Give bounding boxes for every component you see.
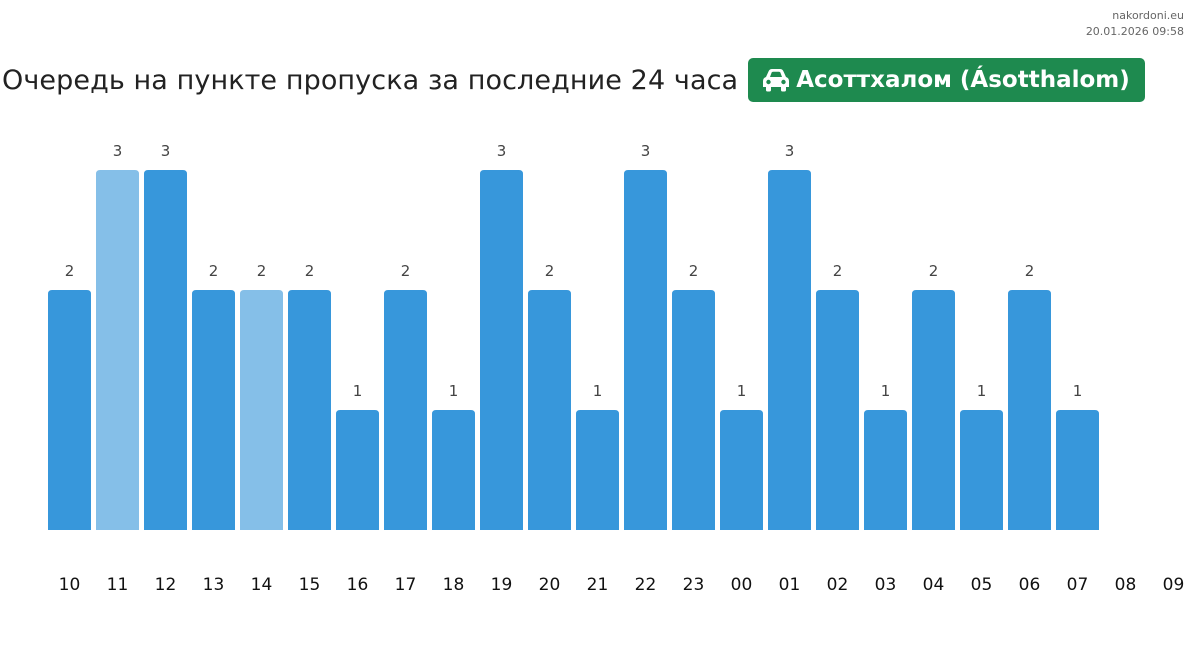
bar-value-label: 1 xyxy=(737,382,747,400)
x-tick-label: 22 xyxy=(635,575,657,595)
bar-value-label: 3 xyxy=(641,142,651,160)
bar-value-label: 2 xyxy=(401,262,411,280)
x-tick-label: 18 xyxy=(443,575,465,595)
timestamp: 20.01.2026 09:58 xyxy=(1085,25,1184,38)
bar-value-label: 2 xyxy=(1025,262,1035,280)
checkpoint-badge[interactable]: Асоттхалом (Ásotthalom) xyxy=(748,58,1145,102)
bar-06 xyxy=(1008,290,1051,530)
checkpoint-name: Асоттхалом (Ásotthalom) xyxy=(796,67,1130,93)
bar-value-label: 2 xyxy=(929,262,939,280)
bar-value-label: 1 xyxy=(353,382,363,400)
bar-value-label: 1 xyxy=(881,382,891,400)
x-tick-label: 15 xyxy=(299,575,321,595)
x-tick-label: 20 xyxy=(539,575,561,595)
bar-05 xyxy=(960,410,1003,530)
x-tick-label: 03 xyxy=(875,575,897,595)
x-tick-label: 11 xyxy=(107,575,129,595)
bar-20 xyxy=(528,290,571,530)
bar-23 xyxy=(672,290,715,530)
bar-11 xyxy=(96,170,139,530)
bar-03 xyxy=(864,410,907,530)
bar-value-label: 2 xyxy=(689,262,699,280)
bar-10 xyxy=(48,290,91,530)
bar-12 xyxy=(144,170,187,530)
bar-16 xyxy=(336,410,379,530)
x-tick-label: 00 xyxy=(731,575,753,595)
x-tick-label: 08 xyxy=(1115,575,1137,595)
page-title: Очередь на пункте пропуска за последние … xyxy=(2,64,739,96)
bar-value-label: 2 xyxy=(545,262,555,280)
bar-07 xyxy=(1056,410,1099,530)
site-meta: nakordoni.eu 20.01.2026 09:58 xyxy=(1086,8,1184,40)
x-tick-label: 14 xyxy=(251,575,273,595)
bar-13 xyxy=(192,290,235,530)
x-tick-label: 16 xyxy=(347,575,369,595)
bar-value-label: 3 xyxy=(785,142,795,160)
bar-02 xyxy=(816,290,859,530)
bar-value-label: 3 xyxy=(161,142,171,160)
x-tick-label: 01 xyxy=(779,575,801,595)
bar-value-label: 1 xyxy=(593,382,603,400)
bar-value-label: 2 xyxy=(833,262,843,280)
x-tick-label: 02 xyxy=(827,575,849,595)
bar-value-label: 2 xyxy=(209,262,219,280)
bar-21 xyxy=(576,410,619,530)
bar-value-label: 1 xyxy=(977,382,987,400)
x-tick-label: 09 xyxy=(1163,575,1185,595)
x-tick-label: 10 xyxy=(59,575,81,595)
bar-value-label: 3 xyxy=(497,142,507,160)
bar-value-label: 1 xyxy=(449,382,459,400)
bar-01 xyxy=(768,170,811,530)
x-tick-label: 04 xyxy=(923,575,945,595)
x-tick-label: 21 xyxy=(587,575,609,595)
site-name: nakordoni.eu xyxy=(1112,9,1184,22)
car-icon xyxy=(763,69,790,92)
bar-value-label: 2 xyxy=(65,262,75,280)
x-tick-label: 13 xyxy=(203,575,225,595)
x-tick-label: 19 xyxy=(491,575,513,595)
bar-value-label: 1 xyxy=(1073,382,1083,400)
x-tick-label: 17 xyxy=(395,575,417,595)
header: Очередь на пункте пропуска за последние … xyxy=(2,58,1145,102)
x-tick-label: 12 xyxy=(155,575,177,595)
bar-18 xyxy=(432,410,475,530)
bar-14 xyxy=(240,290,283,530)
bar-value-label: 2 xyxy=(257,262,267,280)
bar-value-label: 3 xyxy=(113,142,123,160)
bar-22 xyxy=(624,170,667,530)
x-tick-label: 05 xyxy=(971,575,993,595)
bar-15 xyxy=(288,290,331,530)
x-tick-label: 06 xyxy=(1019,575,1041,595)
bar-value-label: 2 xyxy=(305,262,315,280)
x-tick-label: 07 xyxy=(1067,575,1089,595)
bar-04 xyxy=(912,290,955,530)
bar-19 xyxy=(480,170,523,530)
bar-00 xyxy=(720,410,763,530)
bar-17 xyxy=(384,290,427,530)
x-tick-label: 23 xyxy=(683,575,705,595)
